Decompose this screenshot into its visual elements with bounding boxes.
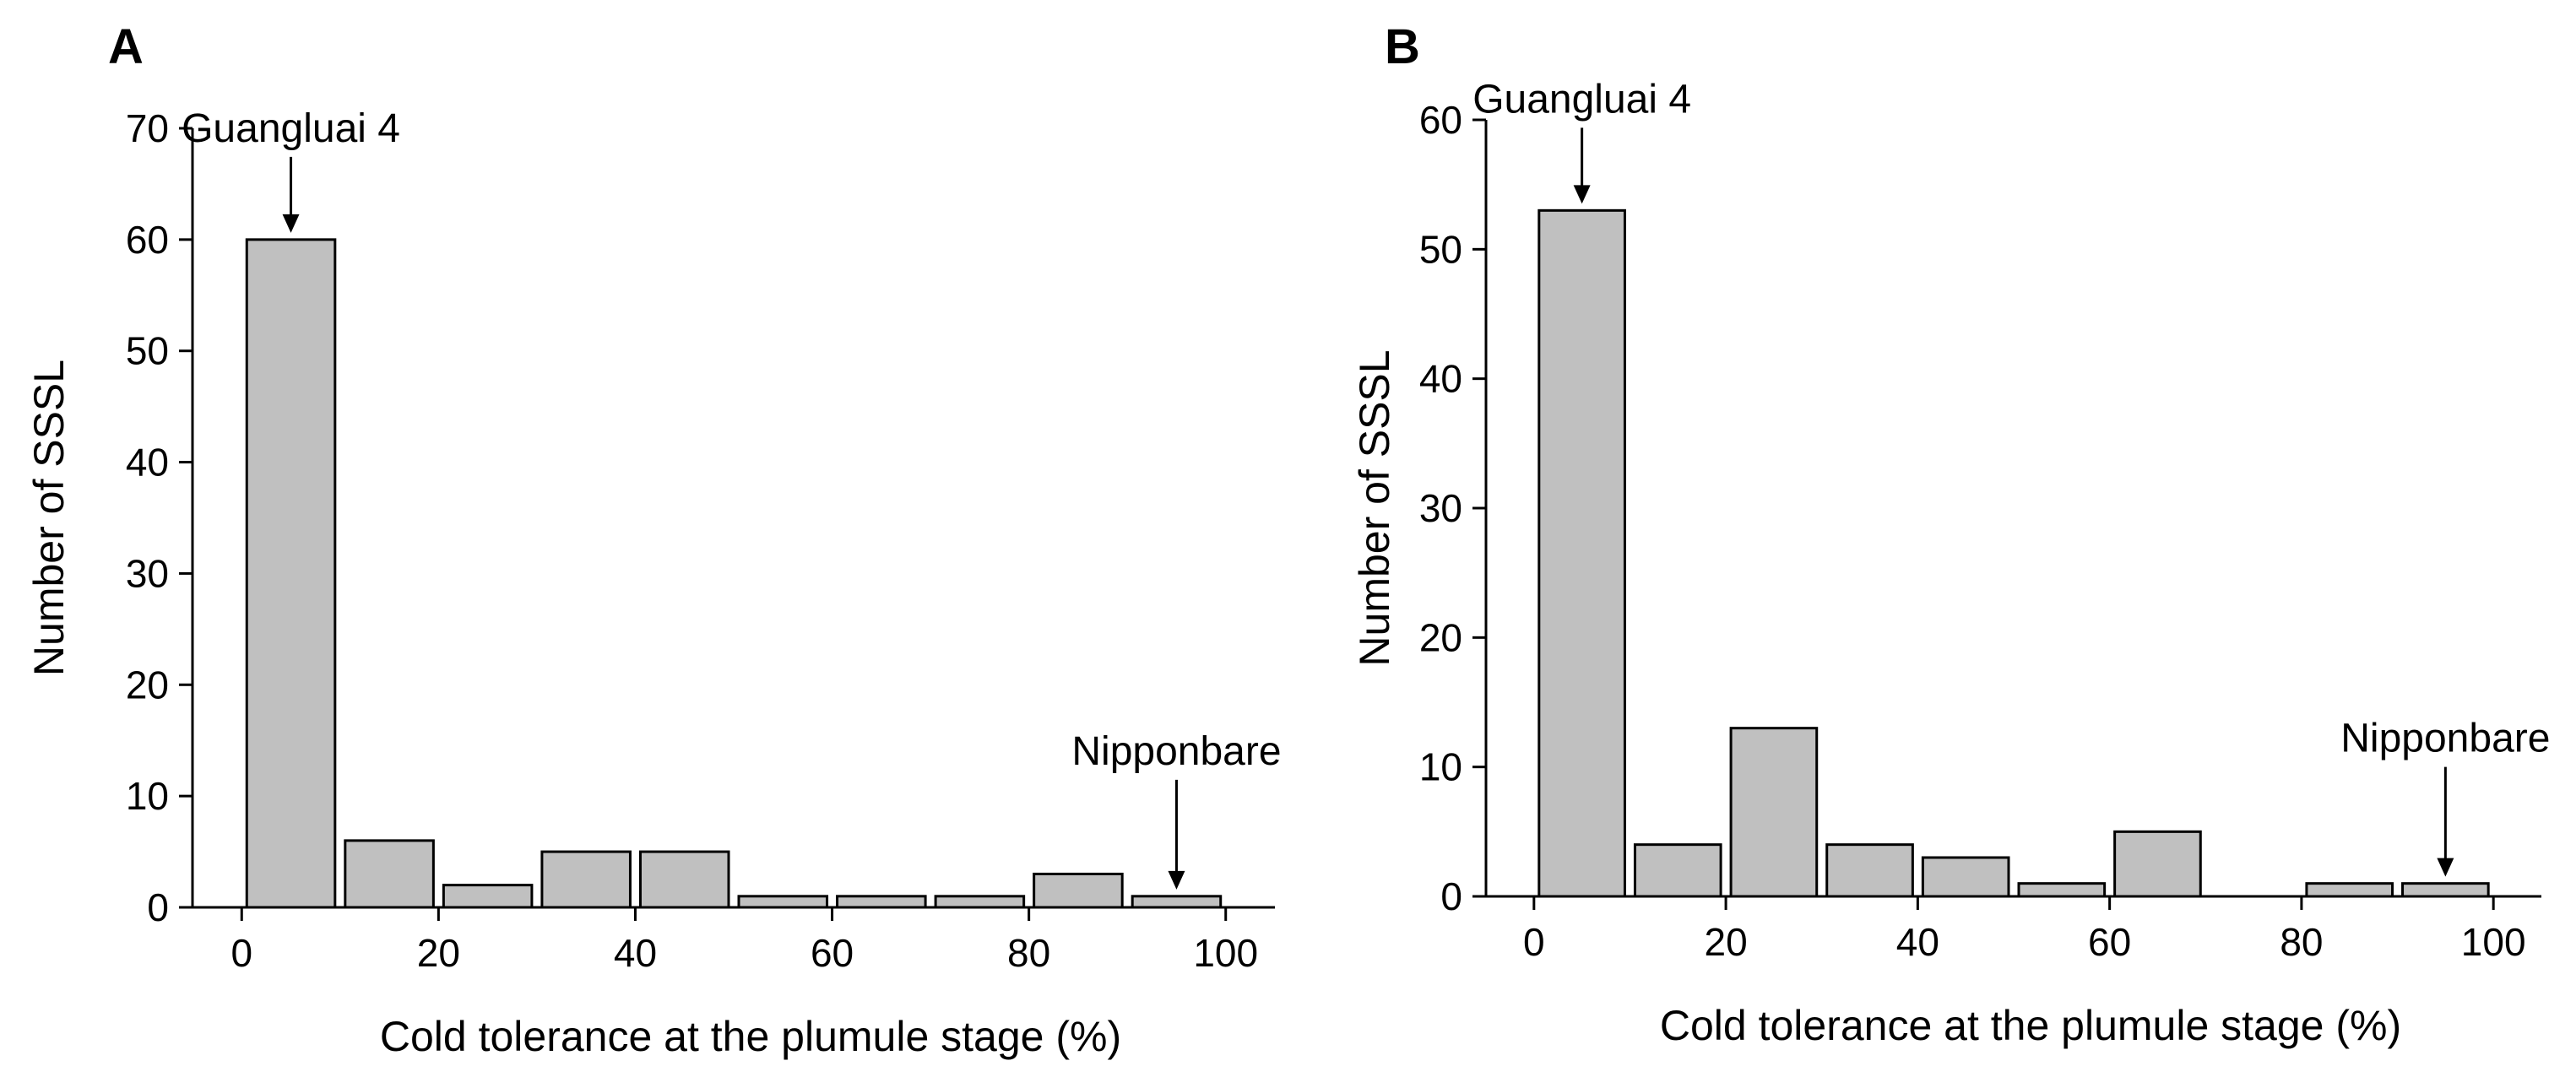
bar [442,884,534,909]
y-tick-label: 30 [126,551,169,595]
annotation-label: Guangluai 4 [1472,77,1691,122]
x-tick-label: 80 [1007,931,1050,975]
annotation-label: Nipponbare [1071,729,1281,774]
bar [737,895,829,909]
x-axis-title: Cold tolerance at the plumule stage (%) [380,1013,1121,1060]
bar [836,895,927,909]
x-tick-label: 80 [2280,920,2323,964]
bar [638,850,730,909]
annotation-arrowhead [282,214,300,233]
bar [1729,727,1819,898]
bar [2401,882,2490,898]
panel-letter: A [108,19,144,74]
annotation-arrowhead [2437,858,2454,877]
bar [1033,872,1124,909]
x-tick-label: 20 [1705,920,1748,964]
bar [1537,208,1626,898]
y-tick-label: 60 [126,218,169,262]
y-tick-label: 70 [126,106,169,150]
annotation-arrowhead [1168,870,1185,890]
annotation-label: Nipponbare [2340,717,2550,761]
y-tick-label: 40 [126,441,169,484]
x-tick-label: 60 [2088,920,2131,964]
y-axis-title: Number of SSSL [1351,349,1398,666]
x-tick-label: 40 [1896,920,1939,964]
y-tick-label: 20 [126,663,169,706]
y-tick-label: 0 [147,885,169,929]
annotation-arrowhead [1573,185,1591,204]
bar [1633,843,1722,898]
bar [1825,843,1914,898]
bar [1921,856,2010,898]
bar [1131,895,1223,909]
x-axis-title: Cold tolerance at the plumule stage (%) [1660,1002,2401,1049]
panel-letter: B [1385,19,1420,74]
y-axis-title: Number of SSSL [25,360,73,676]
annotation-label: Guangluai 4 [182,106,400,151]
x-tick-label: 0 [1523,920,1545,964]
y-tick-label: 0 [1440,874,1462,918]
y-tick-label: 20 [1419,615,1462,659]
bar [540,850,632,909]
bar [2305,882,2394,898]
bar [934,895,1026,909]
y-tick-label: 30 [1419,486,1462,530]
y-tick-label: 10 [126,774,169,818]
x-tick-label: 40 [614,931,657,975]
x-tick-label: 100 [1193,931,1258,975]
chart-panel-b: B 0 10 20 30 40 50 60 0 20 40 60 80 100 Cold tolerance… [1351,19,2550,1049]
y-tick-label: 50 [1419,227,1462,271]
y-tick-label: 10 [1419,745,1462,789]
y-tick-label: 60 [1419,98,1462,142]
y-tick-label: 40 [1419,357,1462,401]
x-tick-label: 60 [811,931,854,975]
y-tick-label: 50 [126,329,169,373]
x-tick-label: 20 [417,931,460,975]
bar [344,839,435,909]
chart-panel-a: A 0 10 20 30 40 50 60 70 0 20 40 60 80 100 Cold toleran… [25,19,1282,1060]
bar [245,238,337,909]
x-tick-label: 100 [2461,920,2526,964]
bar [2017,882,2107,898]
bar [2113,830,2202,898]
x-tick-label: 0 [230,931,252,975]
